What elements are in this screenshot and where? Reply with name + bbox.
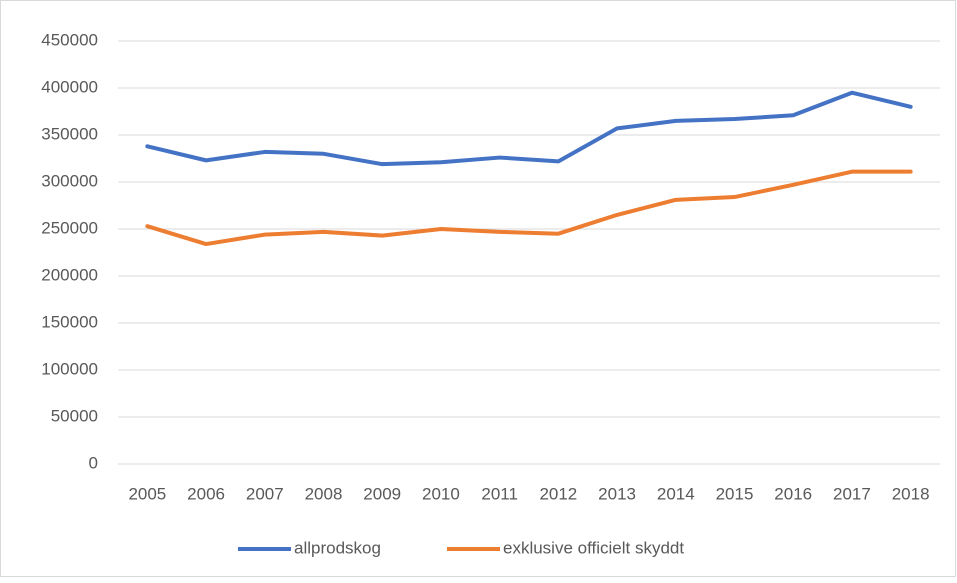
y-tick-label: 50000 bbox=[51, 406, 98, 425]
legend-label: exklusive officielt skyddt bbox=[503, 538, 684, 557]
x-tick-label: 2017 bbox=[833, 484, 871, 503]
x-tick-label: 2013 bbox=[598, 484, 636, 503]
x-tick-label: 2007 bbox=[246, 484, 284, 503]
x-tick-label: 2005 bbox=[128, 484, 166, 503]
y-tick-label: 450000 bbox=[41, 30, 98, 49]
y-tick-label: 200000 bbox=[41, 265, 98, 284]
y-tick-label: 300000 bbox=[41, 171, 98, 190]
x-tick-label: 2008 bbox=[305, 484, 343, 503]
series-line bbox=[145, 90, 913, 167]
x-tick-label: 2015 bbox=[716, 484, 754, 503]
x-tick-label: 2014 bbox=[657, 484, 695, 503]
x-tick-label: 2018 bbox=[892, 484, 930, 503]
x-tick-label: 2012 bbox=[539, 484, 577, 503]
y-tick-label: 250000 bbox=[41, 218, 98, 237]
y-tick-label: 150000 bbox=[41, 312, 98, 331]
x-tick-label: 2009 bbox=[363, 484, 401, 503]
x-tick-label: 2006 bbox=[187, 484, 225, 503]
y-tick-label: 400000 bbox=[41, 77, 98, 96]
y-tick-label: 350000 bbox=[41, 124, 98, 143]
x-tick-label: 2016 bbox=[774, 484, 812, 503]
y-tick-label: 100000 bbox=[41, 359, 98, 378]
legend-label: allprodskog bbox=[294, 538, 381, 557]
x-tick-label: 2011 bbox=[481, 484, 518, 503]
series-line bbox=[145, 169, 913, 247]
x-tick-label: 2010 bbox=[422, 484, 460, 503]
y-tick-label: 0 bbox=[89, 453, 98, 472]
